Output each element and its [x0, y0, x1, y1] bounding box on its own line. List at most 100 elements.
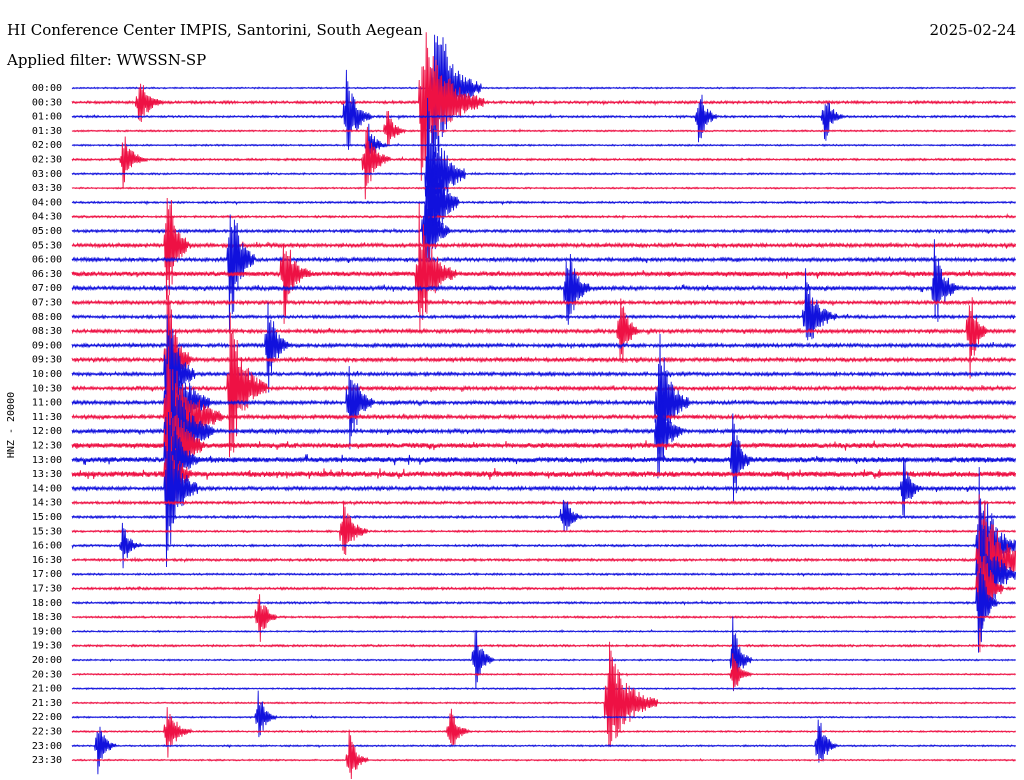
- time-label: 11:30: [32, 412, 62, 423]
- time-label: 05:00: [32, 226, 62, 237]
- trace-line: [71, 111, 1017, 248]
- trace-line: [71, 411, 1017, 511]
- trace-line: [71, 707, 1016, 758]
- trace-line: [71, 368, 1017, 505]
- time-label: 14:00: [32, 483, 62, 494]
- trace-line: [71, 403, 1017, 548]
- time-label: 12:30: [32, 441, 62, 452]
- time-label: 23:00: [32, 741, 62, 752]
- time-label: 08:00: [32, 312, 62, 323]
- time-label: 05:30: [32, 240, 62, 251]
- time-label: 17:00: [32, 569, 62, 580]
- trace-line: [71, 302, 1017, 393]
- trace-line: [71, 185, 1016, 260]
- trace-line: [71, 467, 1017, 635]
- time-label: 03:30: [32, 183, 62, 194]
- trace-line: [71, 690, 1016, 738]
- trace-line: [71, 530, 1016, 653]
- time-label: 01:00: [32, 112, 62, 123]
- trace-line: [71, 729, 1016, 780]
- time-label: 17:30: [32, 584, 62, 595]
- time-label: 19:30: [32, 641, 62, 652]
- time-label: 23:30: [32, 755, 62, 766]
- time-label: 21:00: [32, 684, 62, 695]
- time-label: 16:00: [32, 541, 62, 552]
- trace-line: [71, 297, 1017, 379]
- trace-line: [71, 628, 1016, 634]
- time-label: 00:00: [32, 83, 62, 94]
- trace-line: [71, 499, 1017, 651]
- time-label: 14:30: [32, 498, 62, 509]
- trace-line: [71, 686, 1016, 691]
- filter-label: Applied filter: WWSSN-SP: [7, 51, 207, 69]
- trace-line: [71, 268, 1016, 341]
- trace-line: [71, 643, 1016, 648]
- time-label: 01:30: [32, 126, 62, 137]
- time-label: 12:00: [32, 426, 62, 437]
- trace-line: [71, 494, 1017, 625]
- time-label: 16:30: [32, 555, 62, 566]
- trace-line: [71, 239, 1017, 325]
- trace-line: [71, 499, 1017, 532]
- time-label: 13:00: [32, 455, 62, 466]
- time-label: 13:30: [32, 469, 62, 480]
- trace-line: [71, 567, 1016, 653]
- trace-line: [71, 212, 1017, 220]
- date-label: 2025-02-24: [929, 21, 1016, 39]
- trace-line: [71, 653, 1016, 691]
- trace-line: [71, 641, 1016, 748]
- time-label: 06:00: [32, 255, 62, 266]
- trace-line: [71, 594, 1016, 642]
- trace-line: [71, 110, 1016, 147]
- trace-line: [71, 501, 1017, 556]
- time-label-group: 00:00 00:30 01:00 01:30 02:00 02:30 03:00 03:30…: [32, 83, 62, 766]
- trace-line: [71, 69, 1016, 150]
- trace-line: [71, 286, 1017, 429]
- time-label: 06:30: [32, 269, 62, 280]
- trace-line: [71, 499, 1016, 506]
- time-label: 02:30: [32, 155, 62, 166]
- time-label: 15:00: [32, 512, 62, 523]
- trace-line: [71, 214, 1017, 333]
- trace-line: [71, 423, 1017, 568]
- channel-axis-label: HNZ - 20000: [6, 392, 17, 458]
- trace-line: [71, 186, 1016, 190]
- time-label: 09:00: [32, 340, 62, 351]
- time-label: 10:00: [32, 369, 62, 380]
- time-label: 00:30: [32, 97, 62, 108]
- trace-line: [71, 364, 1016, 498]
- time-label: 22:30: [32, 727, 62, 738]
- trace-line: [71, 346, 1017, 476]
- time-label: 10:30: [32, 383, 62, 394]
- trace-line: [71, 34, 1016, 165]
- time-label: 04:00: [32, 197, 62, 208]
- time-label: 19:00: [32, 626, 62, 637]
- time-label: 09:30: [32, 355, 62, 366]
- time-label: 07:00: [32, 283, 62, 294]
- trace-line: [71, 126, 1016, 200]
- trace-line: [71, 298, 1017, 306]
- trace-group: [71, 32, 1017, 780]
- time-label: 21:30: [32, 698, 62, 709]
- time-label: 22:00: [32, 712, 62, 723]
- time-label: 08:30: [32, 326, 62, 337]
- time-label: 07:30: [32, 298, 62, 309]
- time-label: 03:00: [32, 169, 62, 180]
- trace-line: [71, 32, 1016, 181]
- trace-line: [71, 314, 1017, 461]
- trace-line: [71, 123, 1016, 169]
- time-label: 20:00: [32, 655, 62, 666]
- trace-line: [71, 333, 1017, 479]
- time-label: 04:30: [32, 212, 62, 223]
- time-label: 18:30: [32, 612, 62, 623]
- time-label: 18:00: [32, 598, 62, 609]
- trace-line: [71, 719, 1016, 775]
- station-title: HI Conference Center IMPIS, Santorini, S…: [7, 21, 423, 39]
- time-label: 20:30: [32, 669, 62, 680]
- time-label: 11:00: [32, 398, 62, 409]
- time-label: 15:30: [32, 526, 62, 537]
- trace-line: [71, 312, 1017, 458]
- trace-line: [71, 197, 1017, 300]
